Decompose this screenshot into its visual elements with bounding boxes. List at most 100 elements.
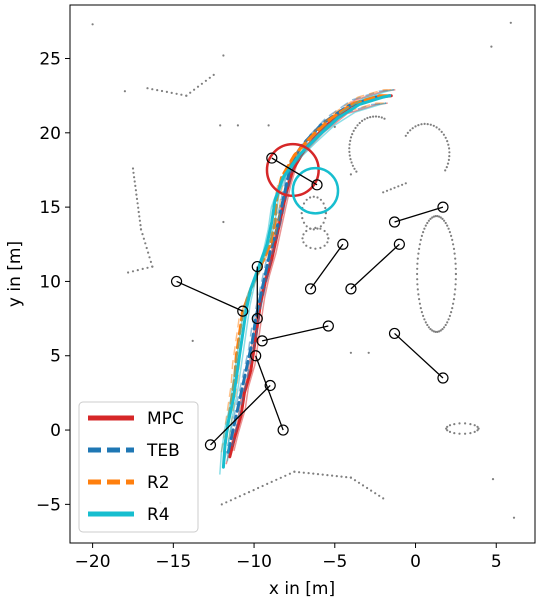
legend-box [78, 401, 199, 533]
obstacle-marker [311, 179, 323, 191]
map-point [301, 217, 304, 220]
map-point [469, 423, 472, 426]
map-point [446, 224, 449, 227]
map-point [416, 278, 419, 281]
map-point [490, 45, 493, 48]
map-point [123, 90, 126, 93]
map-point [146, 266, 149, 269]
map-point [193, 88, 196, 91]
map-point [319, 246, 322, 249]
map-point [324, 212, 327, 215]
map-point [452, 302, 455, 305]
map-point [401, 183, 404, 186]
map-point [326, 474, 329, 477]
map-point [305, 225, 308, 228]
map-point [443, 219, 446, 222]
map-point [370, 489, 373, 492]
obstacle-path [350, 243, 400, 290]
map-point [427, 219, 430, 222]
obstacle-marker [170, 275, 183, 288]
map-point [340, 475, 343, 478]
map-point [439, 216, 442, 219]
series-line-r4 [221, 94, 392, 469]
map-point [366, 486, 369, 490]
map-point [322, 202, 325, 205]
map-point [323, 229, 326, 233]
map-point [352, 129, 355, 132]
obstacle-marker [264, 379, 276, 392]
map-point [378, 494, 381, 497]
map-point [426, 323, 429, 327]
map-point [165, 90, 168, 93]
map-point [219, 124, 222, 127]
map-point [309, 227, 312, 230]
map-point [448, 147, 451, 150]
map-point [444, 323, 447, 327]
x-tick-label: −20 [75, 552, 111, 572]
obstacle-marker [388, 216, 401, 228]
map-point [445, 166, 448, 169]
map-point [434, 215, 437, 218]
map-point [314, 226, 317, 229]
map-point [432, 330, 435, 333]
obstacle-marker [250, 350, 262, 362]
obstacle-path [261, 325, 329, 342]
map-point [422, 314, 425, 317]
map-point [354, 126, 357, 130]
map-point [302, 241, 305, 244]
map-point [327, 237, 330, 240]
map-point [369, 116, 372, 119]
map-point [423, 318, 426, 321]
map-point [326, 233, 329, 236]
map-point [416, 267, 419, 270]
map-point [446, 140, 449, 143]
map-point [156, 89, 159, 92]
y-tick-label: 20 [39, 124, 61, 144]
map-point [447, 143, 450, 146]
map-point [444, 221, 447, 225]
map-point [200, 82, 203, 85]
map-point [319, 225, 322, 228]
map-point [319, 227, 322, 230]
x-axis-label: x in [m] [269, 579, 335, 599]
map-point [91, 23, 94, 26]
map-point [448, 151, 451, 154]
map-point [453, 252, 456, 255]
map-point [444, 169, 447, 172]
map-point [446, 162, 450, 165]
map-point [275, 478, 278, 481]
obstacle-marker [256, 335, 268, 347]
map-point [427, 326, 430, 329]
map-point [464, 432, 467, 435]
map-point [441, 217, 444, 220]
map-point [446, 425, 449, 428]
map-point [476, 429, 479, 432]
legend-label-r4: R4 [147, 505, 170, 525]
map-point [389, 188, 392, 191]
map-point [454, 272, 457, 276]
map-point [442, 133, 445, 136]
robot-circles [265, 142, 340, 215]
map-point [409, 129, 412, 132]
map-point [435, 126, 438, 129]
map-point [175, 92, 178, 95]
map-point [450, 311, 453, 314]
map-point [422, 231, 425, 234]
map-point [431, 216, 434, 219]
series-line-r2 [223, 94, 392, 447]
map-point [361, 484, 365, 487]
map-point [137, 206, 140, 209]
map-point [316, 473, 320, 476]
map-point [144, 242, 147, 245]
map-point [419, 238, 422, 241]
map-point [431, 329, 434, 332]
map-point [180, 93, 183, 96]
map-point [349, 351, 352, 354]
map-point [326, 241, 329, 244]
map-point [191, 339, 194, 342]
map-point [453, 293, 456, 296]
map-point [238, 495, 241, 498]
obstacle-path [176, 280, 244, 312]
map-point [438, 215, 441, 218]
map-point [305, 198, 308, 201]
